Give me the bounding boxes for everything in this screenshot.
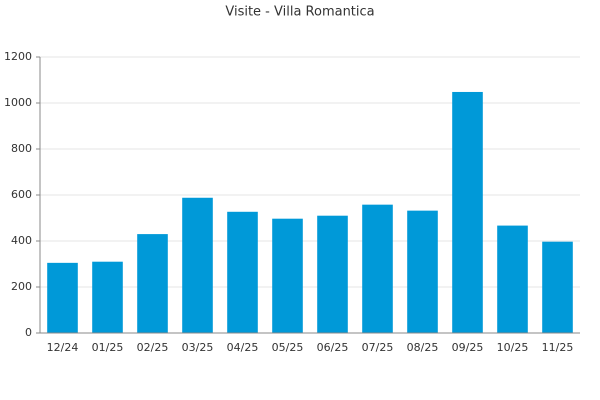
x-tick-label: 06/25 bbox=[317, 341, 349, 354]
x-tick-label: 11/25 bbox=[542, 341, 574, 354]
chart-title: Visite - Villa Romantica bbox=[225, 5, 374, 20]
y-tick-label: 1200 bbox=[4, 50, 32, 63]
y-tick-label: 800 bbox=[11, 142, 32, 155]
bar bbox=[497, 225, 528, 333]
y-tick-label: 200 bbox=[11, 280, 32, 293]
bar bbox=[407, 210, 438, 333]
x-tick-label: 09/25 bbox=[452, 341, 484, 354]
x-tick-label: 12/24 bbox=[47, 341, 79, 354]
y-tick-label: 600 bbox=[11, 188, 32, 201]
bar bbox=[452, 91, 483, 334]
y-tick-label: 400 bbox=[11, 234, 32, 247]
bar bbox=[47, 262, 78, 333]
x-tick-label: 07/25 bbox=[362, 341, 394, 354]
bar bbox=[137, 234, 168, 333]
x-tick-label: 10/25 bbox=[497, 341, 529, 354]
x-tick-label: 01/25 bbox=[92, 341, 124, 354]
y-tick-label: 1000 bbox=[4, 96, 32, 109]
bar bbox=[542, 241, 573, 333]
y-tick-label: 0 bbox=[25, 326, 32, 339]
bar bbox=[182, 197, 213, 333]
bar bbox=[92, 261, 123, 333]
x-tick-label: 05/25 bbox=[272, 341, 304, 354]
bar bbox=[317, 215, 348, 333]
x-tick-label: 04/25 bbox=[227, 341, 259, 354]
x-tick-label: 08/25 bbox=[407, 341, 439, 354]
x-tick-label: 02/25 bbox=[137, 341, 169, 354]
bar bbox=[227, 211, 258, 333]
bar bbox=[362, 204, 393, 333]
bar bbox=[272, 218, 303, 333]
x-tick-label: 03/25 bbox=[182, 341, 214, 354]
